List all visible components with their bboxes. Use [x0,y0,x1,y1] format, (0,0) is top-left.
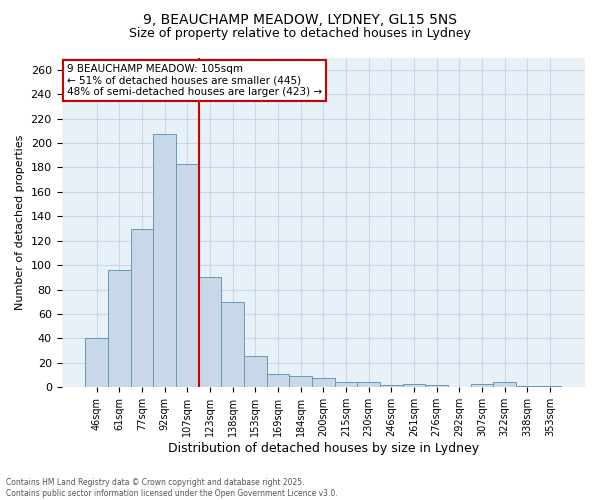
Bar [244,356,266,388]
Bar [425,385,448,388]
Bar [335,382,357,388]
X-axis label: Distribution of detached houses by size in Lydney: Distribution of detached houses by size … [168,442,479,455]
Bar [357,382,380,388]
Bar [131,228,154,388]
Bar [403,384,425,388]
Bar [108,270,131,388]
Bar [85,338,108,388]
Text: Contains HM Land Registry data © Crown copyright and database right 2025.
Contai: Contains HM Land Registry data © Crown c… [6,478,338,498]
Bar [312,378,335,388]
Bar [539,386,561,388]
Bar [199,278,221,388]
Bar [289,376,312,388]
Text: 9 BEAUCHAMP MEADOW: 105sqm
← 51% of detached houses are smaller (445)
48% of sem: 9 BEAUCHAMP MEADOW: 105sqm ← 51% of deta… [67,64,322,98]
Bar [221,302,244,388]
Text: 9, BEAUCHAMP MEADOW, LYDNEY, GL15 5NS: 9, BEAUCHAMP MEADOW, LYDNEY, GL15 5NS [143,12,457,26]
Bar [266,374,289,388]
Bar [493,382,516,388]
Text: Size of property relative to detached houses in Lydney: Size of property relative to detached ho… [129,28,471,40]
Bar [176,164,199,388]
Bar [516,386,539,388]
Y-axis label: Number of detached properties: Number of detached properties [15,134,25,310]
Bar [470,384,493,388]
Bar [380,385,403,388]
Bar [154,134,176,388]
